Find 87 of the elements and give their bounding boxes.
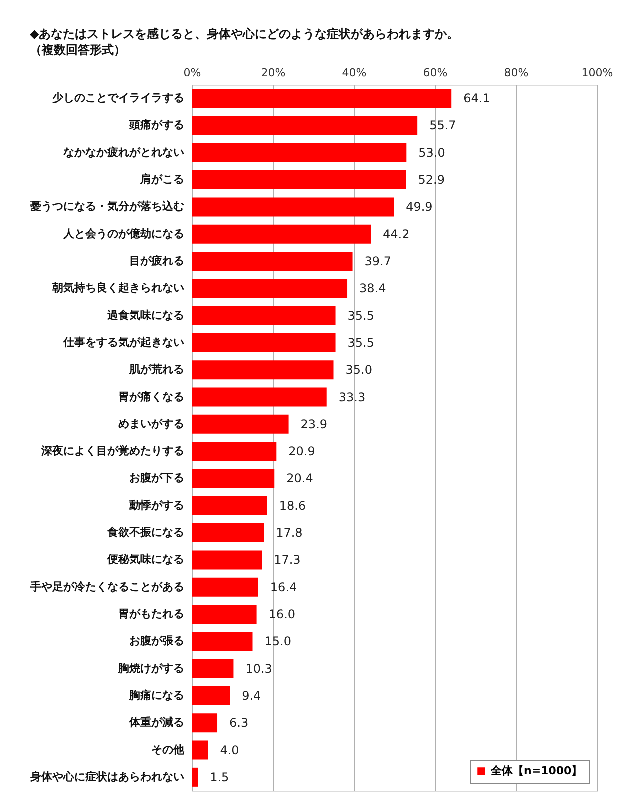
y-tick-label: 肌が荒れる <box>128 363 184 376</box>
bar <box>192 496 268 516</box>
y-tick-label: 朝気持ち良く起きられない <box>52 282 184 295</box>
y-tick-label: なかなか疲れがとれない <box>64 146 184 159</box>
data-label: 1.5 <box>210 770 230 784</box>
data-label: 18.6 <box>279 498 306 513</box>
data-label: 17.3 <box>274 553 301 568</box>
bar <box>192 632 253 652</box>
data-label: 53.0 <box>418 146 446 160</box>
x-tick-label: 40% <box>342 66 367 80</box>
data-label: 33.3 <box>338 390 366 404</box>
bar <box>192 252 353 272</box>
bar <box>192 224 372 244</box>
y-tick-label: 手や足が冷たくなることがある <box>30 580 184 594</box>
bar <box>192 768 198 787</box>
y-tick-label: 目が疲れる <box>130 254 184 268</box>
bar <box>192 714 218 733</box>
text: （複数回答形式） <box>30 43 126 57</box>
y-tick-label: 動悸がする <box>128 498 184 512</box>
y-tick-label: 頭痛がする <box>128 118 184 132</box>
data-label: 16.0 <box>268 608 296 622</box>
bar <box>192 659 234 678</box>
x-tick-label: 80% <box>504 66 529 80</box>
x-tick-label: 60% <box>423 66 448 80</box>
bar <box>192 524 264 543</box>
data-label: 23.9 <box>300 417 328 432</box>
x-tick-label: 100% <box>582 66 614 80</box>
bar <box>192 170 406 190</box>
bar <box>192 686 230 706</box>
data-label: 6.3 <box>230 716 249 730</box>
data-label: 35.5 <box>348 336 374 350</box>
y-tick-label: お腹が張る <box>130 634 184 648</box>
y-tick-label: その他 <box>152 743 186 756</box>
data-label: 17.8 <box>276 526 303 540</box>
y-tick-label: 深夜によく目が覚めたりする <box>40 444 184 458</box>
x-tick-label: 0% <box>184 66 202 80</box>
bar <box>192 414 289 434</box>
x-tick-label: 20% <box>261 66 286 80</box>
bar <box>192 740 208 760</box>
data-label: 35.0 <box>346 363 372 378</box>
data-label: 9.4 <box>242 688 262 703</box>
bar <box>192 306 336 326</box>
data-label: 20.9 <box>288 444 316 459</box>
bar <box>192 333 336 352</box>
y-tick-label: めまいがする <box>118 417 184 430</box>
y-tick-label: 身体や心に症状はあらわれない <box>30 770 184 784</box>
bar <box>192 143 407 162</box>
bar <box>192 578 258 597</box>
y-tick-label: 食欲不振になる <box>106 526 184 540</box>
data-label: 52.9 <box>418 173 445 188</box>
bar <box>192 469 275 488</box>
y-tick-label: 過食気味になる <box>106 308 184 322</box>
data-label: 16.4 <box>270 580 298 594</box>
data-label: 55.7 <box>430 118 456 133</box>
y-tick-label: 胃がもたれる <box>118 608 184 620</box>
legend-label: 全体【n=1000】 <box>490 764 583 778</box>
bar <box>192 198 394 217</box>
data-label: 15.0 <box>264 634 292 649</box>
y-tick-label: お腹が下る <box>130 472 184 485</box>
y-tick-label: 便秘気味になる <box>106 553 184 566</box>
y-tick-label: 体重が減る <box>128 716 184 730</box>
data-label: 35.5 <box>348 308 374 323</box>
bar <box>192 388 327 407</box>
y-tick-label: 胸痛になる <box>128 688 184 702</box>
y-tick-label: 仕事をする気が起きない <box>62 336 184 349</box>
bar <box>192 550 262 570</box>
bar <box>192 116 418 136</box>
bar <box>192 89 452 108</box>
data-label: 39.7 <box>364 254 392 268</box>
chart-title: ◆あなたはストレスを感じると、身体や心にどのような症状があらわれますか。 <box>30 27 460 41</box>
y-tick-label: 胸焼けがする <box>118 662 184 675</box>
data-label: 49.9 <box>406 200 433 214</box>
data-label: 38.4 <box>360 282 386 296</box>
bar <box>192 604 257 624</box>
bar <box>192 279 348 298</box>
y-tick-label: 肩がこる <box>140 173 184 186</box>
bar <box>192 360 334 380</box>
data-label: 64.1 <box>464 92 490 106</box>
y-tick-label: 少しのことでイライラする <box>52 92 184 105</box>
y-tick-label: 胃が痛くなる <box>118 390 184 404</box>
data-label: 20.4 <box>286 472 314 486</box>
y-tick-label: 人と会うのが億劫になる <box>62 227 184 240</box>
bar <box>192 442 277 462</box>
data-label: 44.2 <box>383 227 410 242</box>
data-label: 10.3 <box>246 662 272 676</box>
data-label: 4.0 <box>220 743 240 758</box>
y-tick-label: 憂うつになる・気分が落ち込む <box>30 200 184 214</box>
